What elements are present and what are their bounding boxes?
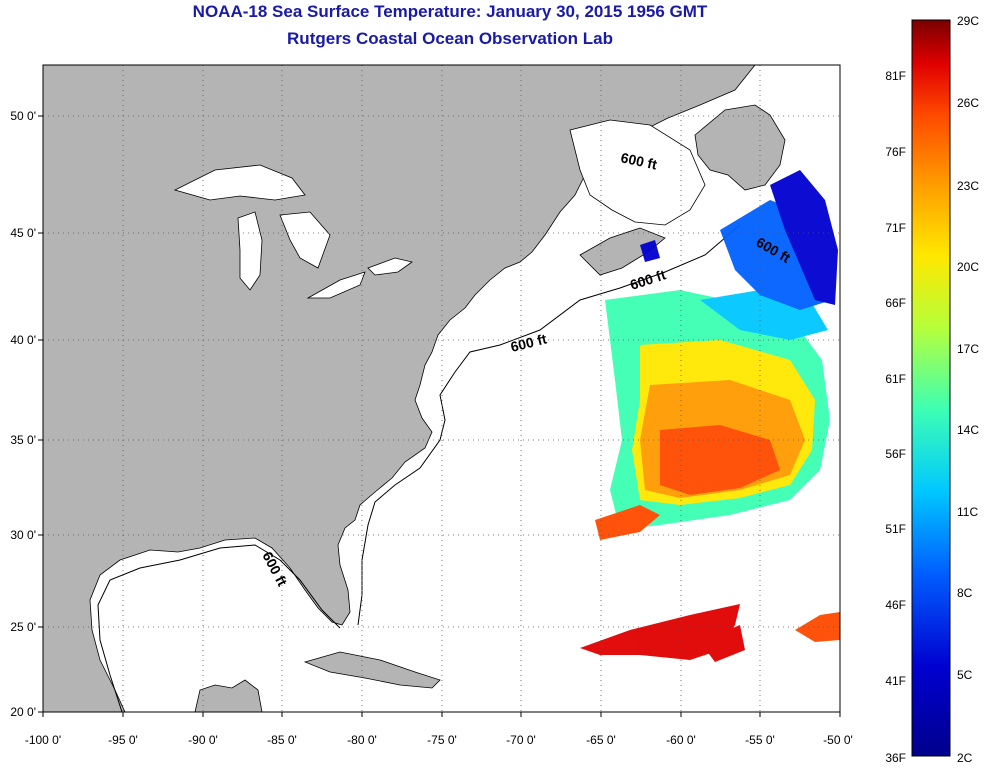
lon-tick-label: -70 0' (506, 733, 536, 747)
lon-tick-label: -75 0' (427, 733, 457, 747)
fahrenheit-label: 56F (885, 447, 906, 461)
cuba-land (303, 651, 441, 689)
sst-swath (580, 170, 840, 662)
fahrenheit-label: 61F (885, 372, 906, 386)
celsius-label: 20C (957, 260, 979, 274)
fahrenheit-label: 51F (885, 522, 906, 536)
lon-tick-label: -100 0' (25, 733, 61, 747)
yucatan-land (194, 679, 263, 712)
lake-huron (279, 211, 331, 269)
lat-tick-label: 25 0' (10, 620, 36, 634)
newfoundland-land (694, 104, 786, 191)
celsius-label: 17C (957, 342, 979, 356)
lon-tick-label: -80 0' (347, 733, 377, 747)
nova-scotia-land (579, 227, 666, 276)
lon-tick-label: -60 0' (666, 733, 696, 747)
map-title: NOAA-18 Sea Surface Temperature: January… (192, 2, 708, 21)
lake-michigan (237, 211, 263, 291)
lat-tick-label: 35 0' (10, 433, 36, 447)
colorbar-celsius-labels: 29C 26C 23C 20C 17C 14C 11C 8C 5C 2C (957, 14, 979, 765)
lon-tick-label: -50 0' (823, 733, 853, 747)
lon-tick-label: -55 0' (745, 733, 775, 747)
north-america-land (43, 65, 756, 712)
celsius-label: 23C (957, 179, 979, 193)
fahrenheit-label: 36F (885, 751, 906, 765)
lat-tick-label: 20 0' (10, 705, 36, 719)
lat-tick-label: 30 0' (10, 528, 36, 542)
celsius-label: 26C (957, 96, 979, 110)
lon-tick-label: -85 0' (267, 733, 297, 747)
celsius-label: 8C (957, 586, 973, 600)
lon-tick-labels: -100 0' -95 0' -90 0' -85 0' -80 0' -75 … (25, 733, 853, 747)
lon-tick-label: -65 0' (586, 733, 616, 747)
celsius-label: 11C (957, 505, 978, 519)
lake-superior (173, 164, 306, 201)
lon-tick-label: -95 0' (108, 733, 138, 747)
celsius-label: 14C (957, 423, 979, 437)
gulf-st-lawrence (569, 119, 706, 226)
shelf-contour-600ft (97, 224, 741, 712)
colorbar-fahrenheit-labels: 81F 76F 71F 66F 61F 56F 51F 46F 41F 36F (885, 69, 906, 765)
lat-tick-label: 50 0' (10, 109, 36, 123)
fahrenheit-label: 71F (885, 221, 906, 235)
fahrenheit-label: 76F (885, 145, 906, 159)
fahrenheit-label: 41F (885, 674, 906, 688)
celsius-label: 2C (957, 751, 973, 765)
axis-ticks (38, 115, 841, 717)
lat-tick-label: 40 0' (10, 333, 36, 347)
lake-erie (306, 271, 366, 299)
map-subtitle: Rutgers Coastal Ocean Observation Lab (287, 29, 613, 48)
lake-ontario (367, 257, 413, 276)
lat-tick-labels: 20 0' 25 0' 30 0' 35 0' 40 0' 45 0' 50 0… (10, 109, 36, 719)
fahrenheit-label: 81F (885, 69, 906, 83)
celsius-label: 29C (957, 14, 979, 28)
fahrenheit-label: 46F (885, 598, 906, 612)
lon-tick-label: -90 0' (188, 733, 218, 747)
lat-tick-label: 45 0' (10, 226, 36, 240)
celsius-label: 5C (957, 668, 973, 682)
colorbar (911, 19, 951, 757)
contour-label-gulf-st-lawrence: 600 ft (619, 149, 658, 172)
fahrenheit-label: 66F (885, 296, 906, 310)
